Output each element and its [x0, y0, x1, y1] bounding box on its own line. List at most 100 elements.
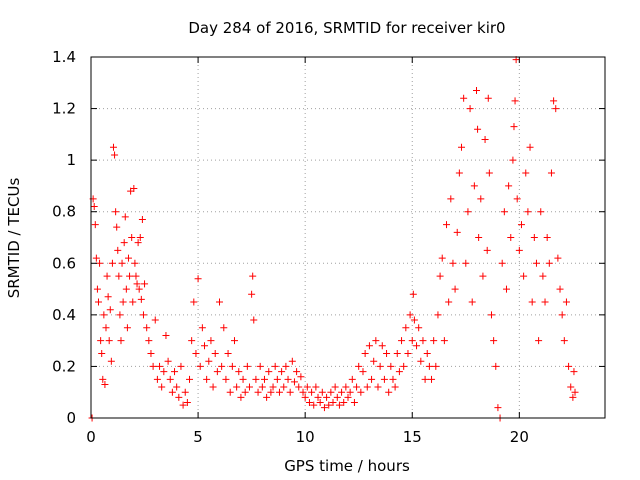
data-point [218, 362, 226, 370]
data-point [537, 208, 545, 216]
data-point [132, 272, 140, 280]
data-point [113, 223, 121, 231]
data-point [361, 350, 369, 358]
plot-frame [90, 56, 606, 419]
data-point [550, 97, 558, 105]
data-point [282, 362, 290, 370]
data-point [305, 399, 313, 407]
data-point [153, 375, 161, 383]
data-point [241, 388, 249, 396]
data-point [434, 311, 442, 319]
x-tick-label: 10 [296, 428, 315, 446]
data-point [408, 337, 416, 345]
x-tick-label: 20 [510, 428, 529, 446]
data-point [248, 290, 256, 298]
data-point [350, 399, 358, 407]
data-point [104, 293, 112, 301]
data-point [105, 337, 113, 345]
data-point [201, 342, 209, 350]
data-point [547, 169, 555, 177]
data-point [318, 388, 326, 396]
data-point [428, 375, 436, 383]
data-points-layer [88, 56, 579, 422]
y-tick-label: 1.4 [52, 48, 76, 66]
data-point [438, 254, 446, 262]
data-point [288, 357, 296, 365]
data-point [432, 362, 440, 370]
grid-layer [91, 57, 605, 418]
y-tick-label: 0.6 [52, 254, 76, 272]
data-point [477, 195, 485, 203]
data-point [492, 362, 500, 370]
data-point [556, 285, 564, 293]
data-point [323, 393, 331, 401]
data-point [511, 97, 519, 105]
data-point [93, 285, 101, 293]
data-point [451, 285, 459, 293]
data-point [513, 195, 521, 203]
data-point [413, 342, 421, 350]
data-point [409, 290, 417, 298]
data-point [338, 388, 346, 396]
data-point [233, 383, 241, 391]
data-point [99, 375, 107, 383]
data-point [123, 324, 131, 332]
data-point [115, 272, 123, 280]
data-point [118, 259, 126, 267]
data-point [473, 87, 480, 95]
data-point [440, 337, 448, 345]
data-point [483, 246, 491, 254]
data-point [498, 259, 506, 267]
data-point [398, 337, 406, 345]
data-point [102, 324, 110, 332]
data-point [209, 383, 217, 391]
data-point [479, 272, 487, 280]
data-point [445, 298, 453, 306]
data-point [310, 401, 318, 409]
data-point [453, 228, 461, 236]
data-point [515, 246, 523, 254]
y-tick-label: 1 [66, 151, 76, 169]
axes-layer: 0 5 10 15 20 0 0.2 0.4 0.6 0.8 1 1.2 1.4 [52, 48, 606, 446]
data-point [370, 357, 378, 365]
data-point [117, 337, 125, 345]
data-point [320, 404, 328, 412]
data-point [267, 388, 275, 396]
data-point [284, 375, 292, 383]
data-point [224, 350, 232, 358]
data-point [490, 337, 498, 345]
data-point [335, 401, 343, 409]
data-point [290, 378, 298, 386]
data-point [342, 383, 350, 391]
data-point [430, 337, 438, 345]
data-point [131, 259, 139, 267]
data-point [404, 350, 412, 358]
data-point [245, 383, 253, 391]
data-point [562, 298, 570, 306]
data-point [220, 324, 228, 332]
data-point [571, 388, 579, 396]
data-point [179, 401, 187, 409]
data-point [545, 259, 553, 267]
y-tick-label: 1.2 [52, 100, 76, 118]
data-point [415, 324, 423, 332]
data-point [286, 388, 294, 396]
data-point [128, 234, 136, 241]
data-point [114, 246, 122, 254]
data-point [333, 393, 341, 401]
data-point [543, 234, 551, 241]
data-point [149, 362, 157, 370]
data-point [120, 239, 128, 247]
data-point [101, 380, 109, 388]
data-point [243, 362, 251, 370]
data-point [263, 393, 271, 401]
data-point [258, 383, 266, 391]
data-point [216, 298, 223, 306]
data-point [376, 362, 384, 370]
data-point [136, 234, 144, 241]
data-point [111, 151, 119, 159]
data-point [468, 298, 476, 306]
y-tick-label: 0.8 [52, 203, 76, 221]
data-point [505, 182, 513, 190]
data-point [256, 362, 264, 370]
